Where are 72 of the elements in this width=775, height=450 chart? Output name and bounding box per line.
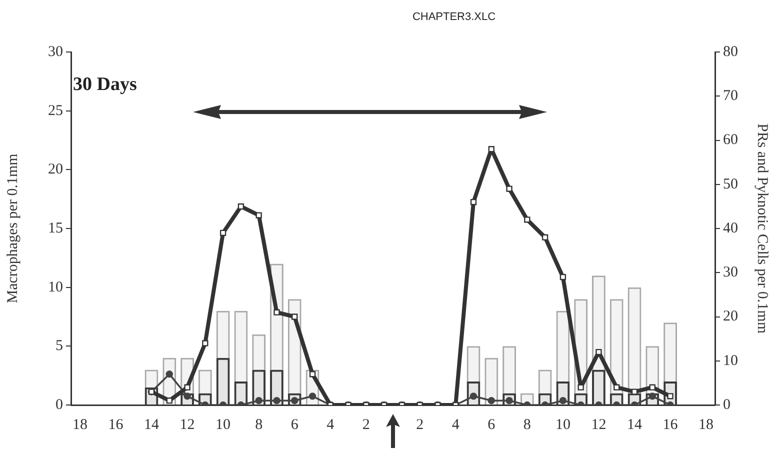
point xyxy=(488,146,494,152)
point xyxy=(273,396,280,404)
x-tick-label: 4 xyxy=(452,416,460,433)
y-tick-label: 25 xyxy=(48,102,63,119)
x-tick-label: 10 xyxy=(216,416,231,433)
x-tick-label: 16 xyxy=(108,416,124,433)
y2-tick-label: 50 xyxy=(723,176,738,192)
y2-tick-label: 10 xyxy=(723,352,738,369)
point xyxy=(578,384,584,390)
x-tick-label: 2 xyxy=(362,416,370,433)
point xyxy=(470,198,477,206)
x-tick-label: 12 xyxy=(591,416,606,433)
point xyxy=(184,384,190,390)
y2-tick-label: 80 xyxy=(723,44,738,60)
point xyxy=(614,384,620,390)
point xyxy=(166,370,173,378)
y2-tick-label: 70 xyxy=(723,88,738,104)
point xyxy=(506,186,512,192)
y-axis-title: Macrophages per 0.1mm xyxy=(4,153,21,304)
x-tick-label: 8 xyxy=(523,416,531,433)
point xyxy=(524,216,530,223)
point xyxy=(649,384,656,390)
x-tick-label: 8 xyxy=(255,416,263,433)
point xyxy=(488,396,495,404)
point xyxy=(255,396,262,404)
x-tick-label: 4 xyxy=(326,416,335,433)
bar xyxy=(538,370,552,394)
x-tick-label: 14 xyxy=(144,416,160,433)
bar xyxy=(234,310,248,382)
x-tick-label: 6 xyxy=(290,416,299,433)
point xyxy=(560,274,566,280)
point xyxy=(202,340,208,346)
x-tick-label: 16 xyxy=(662,416,678,433)
y-tick-label: 10 xyxy=(48,279,63,296)
y2-tick-label: 60 xyxy=(723,132,738,148)
point xyxy=(631,388,638,395)
y-tick-label: 20 xyxy=(48,162,63,178)
y-tick-label: 15 xyxy=(48,220,63,236)
bar xyxy=(502,346,516,394)
bar xyxy=(252,334,266,370)
bar xyxy=(198,370,212,394)
point xyxy=(220,230,226,236)
point xyxy=(308,392,316,400)
y-tick-label: 5 xyxy=(56,338,63,354)
annotation: 30 Days xyxy=(73,74,137,95)
y-tick-label: 0 xyxy=(56,396,63,413)
text: CHAPTER3.XLC xyxy=(412,11,496,23)
point xyxy=(238,203,244,210)
x-tick-label: 14 xyxy=(627,416,642,433)
point xyxy=(309,371,316,378)
y-tick-label: 30 xyxy=(48,44,63,60)
y2-tick-label: 30 xyxy=(723,264,738,281)
x-tick-label: 2 xyxy=(416,416,424,433)
x-tick-label: 6 xyxy=(488,416,496,433)
y2-tick-label: 0 xyxy=(723,396,730,413)
bar xyxy=(466,346,480,382)
bar xyxy=(216,310,230,358)
x-tick-label: 18 xyxy=(698,416,714,433)
y2-tick-label: 20 xyxy=(723,308,738,325)
bar xyxy=(556,310,570,382)
point xyxy=(292,314,298,320)
x-tick-label: 18 xyxy=(72,416,88,433)
y2-tick-label: 40 xyxy=(723,220,738,236)
point xyxy=(542,234,548,240)
point xyxy=(166,398,172,404)
x-tick-label: 10 xyxy=(555,416,570,433)
x-tick-label: 12 xyxy=(180,416,195,433)
point xyxy=(274,309,280,316)
point xyxy=(256,212,262,218)
point xyxy=(559,396,567,404)
bar xyxy=(664,322,677,382)
y2-axis-title: PRs and Pyknotic Cells per 0.1mm xyxy=(754,124,770,334)
